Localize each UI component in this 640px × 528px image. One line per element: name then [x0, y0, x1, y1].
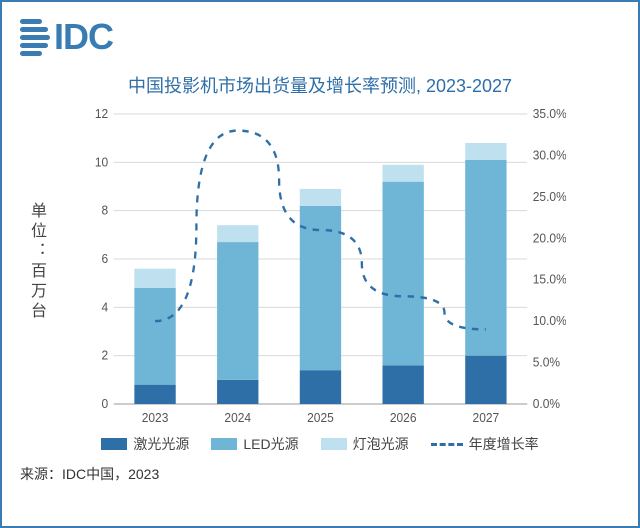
- svg-text:4: 4: [101, 300, 108, 315]
- bar-led: [217, 242, 258, 380]
- swatch-lamp: [321, 438, 347, 450]
- svg-text:20.0%: 20.0%: [533, 231, 566, 246]
- legend-item-lamp: 灯泡光源: [321, 434, 409, 454]
- legend-item-led: LED光源: [211, 434, 298, 454]
- bar-lamp: [465, 143, 506, 160]
- legend-label: 激光光源: [133, 434, 189, 454]
- bar-led: [300, 206, 341, 370]
- bar-laser: [217, 380, 258, 404]
- svg-text:2025: 2025: [307, 411, 334, 426]
- legend-item-laser: 激光光源: [101, 434, 189, 454]
- y-axis-unit-label: 单位：百万台: [24, 202, 48, 322]
- svg-text:0.0%: 0.0%: [533, 397, 560, 412]
- bar-lamp: [300, 189, 341, 206]
- bar-led: [465, 160, 506, 356]
- legend-label: LED光源: [243, 434, 298, 454]
- bar-laser: [300, 370, 341, 404]
- svg-text:0: 0: [101, 397, 108, 412]
- svg-text:10.0%: 10.0%: [533, 314, 566, 329]
- chart-svg: 0 2 4 6 8 10 12 0.0% 5.0% 10.0% 15.0% 20.0% 25.0% 30.…: [86, 108, 566, 428]
- bar-laser: [134, 385, 175, 404]
- svg-text:2023: 2023: [142, 411, 169, 426]
- chart-card: IDC 中国投影机市场出货量及增长率预测, 2023-2027 单位：百万台 0…: [0, 0, 640, 528]
- svg-text:2026: 2026: [390, 411, 417, 426]
- svg-text:15.0%: 15.0%: [533, 272, 566, 287]
- legend-label: 灯泡光源: [353, 434, 409, 454]
- source-text: 来源：IDC中国，2023: [20, 464, 620, 484]
- bar-led: [382, 182, 423, 366]
- bar-laser: [382, 365, 423, 404]
- idc-logo: IDC: [20, 16, 620, 58]
- bar-lamp: [134, 269, 175, 288]
- legend: 激光光源 LED光源 灯泡光源 年度增长率: [20, 434, 620, 454]
- svg-text:30.0%: 30.0%: [533, 148, 566, 163]
- swatch-laser: [101, 438, 127, 450]
- svg-text:2024: 2024: [224, 411, 251, 426]
- bar-lamp: [382, 165, 423, 182]
- swatch-growth-line: [431, 443, 463, 446]
- svg-text:8: 8: [101, 203, 108, 218]
- svg-text:12: 12: [95, 108, 108, 121]
- svg-text:10: 10: [95, 155, 108, 170]
- bar-laser: [465, 356, 506, 404]
- plot-area: 0 2 4 6 8 10 12 0.0% 5.0% 10.0% 15.0% 20.0% 25.0% 30.…: [86, 108, 566, 428]
- swatch-led: [211, 438, 237, 450]
- svg-text:35.0%: 35.0%: [533, 108, 566, 121]
- svg-text:6: 6: [101, 252, 108, 267]
- svg-text:2027: 2027: [473, 411, 500, 426]
- idc-logo-bars: [20, 19, 50, 56]
- svg-text:5.0%: 5.0%: [533, 355, 560, 370]
- svg-text:2: 2: [101, 348, 108, 363]
- chart-title: 中国投影机市场出货量及增长率预测, 2023-2027: [20, 72, 620, 98]
- idc-logo-text: IDC: [54, 16, 113, 58]
- legend-item-growth: 年度增长率: [431, 434, 539, 454]
- bar-lamp: [217, 225, 258, 242]
- legend-label: 年度增长率: [469, 434, 539, 454]
- bar-led: [134, 288, 175, 385]
- svg-text:25.0%: 25.0%: [533, 189, 566, 204]
